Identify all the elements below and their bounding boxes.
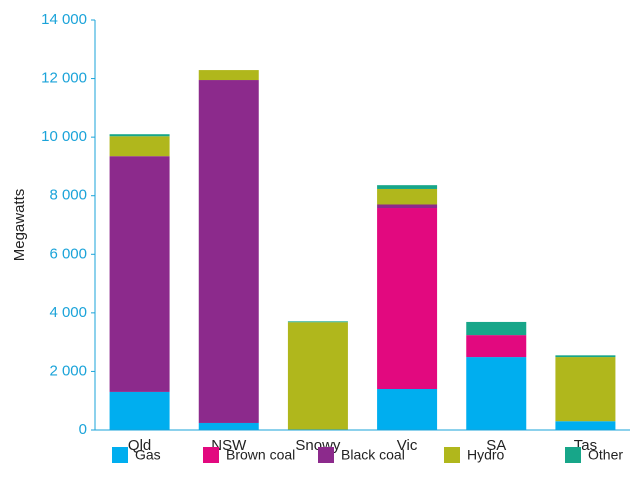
bar-segment bbox=[287, 322, 348, 430]
legend-swatch bbox=[112, 447, 128, 463]
x-tick-label: SA bbox=[486, 437, 506, 454]
y-tick-label: 0 bbox=[79, 421, 87, 438]
x-tick-label: Vic bbox=[397, 437, 418, 454]
y-tick-label: 6 000 bbox=[49, 245, 87, 262]
bar-segment bbox=[377, 185, 438, 189]
y-tick-label: 4 000 bbox=[49, 304, 87, 321]
bar-segment bbox=[555, 421, 616, 430]
bar-segment bbox=[377, 204, 438, 209]
bar-segment bbox=[466, 357, 527, 430]
bar-segment bbox=[377, 188, 438, 205]
x-tick-label: Qld bbox=[128, 437, 151, 454]
bar-segment bbox=[109, 156, 170, 392]
legend-swatch bbox=[444, 447, 460, 463]
y-tick-label: 2 000 bbox=[49, 362, 87, 379]
y-tick-label: 10 000 bbox=[41, 128, 87, 145]
bar-segment bbox=[287, 321, 348, 323]
y-tick-label: 12 000 bbox=[41, 70, 87, 87]
bar-segment bbox=[377, 208, 438, 389]
bar-segment bbox=[466, 335, 527, 358]
legend-label: Gas bbox=[135, 447, 161, 463]
legend-swatch bbox=[203, 447, 219, 463]
x-tick-label: NSW bbox=[211, 437, 247, 454]
bar-segment bbox=[198, 80, 259, 423]
legend-label: Black coal bbox=[341, 447, 405, 463]
legend-label: Other bbox=[588, 447, 623, 463]
bar-segment bbox=[466, 321, 527, 336]
y-tick-label: 8 000 bbox=[49, 187, 87, 204]
bar-segment bbox=[109, 134, 170, 137]
bar-segment bbox=[198, 70, 259, 81]
bar-segment bbox=[198, 422, 259, 430]
bar-segment bbox=[555, 355, 616, 358]
bar-segment bbox=[377, 389, 438, 430]
y-tick-label: 14 000 bbox=[41, 11, 87, 28]
legend-label: Hydro bbox=[467, 447, 505, 463]
bar-segment bbox=[109, 136, 170, 157]
legend-label: Brown coal bbox=[226, 447, 295, 463]
legend-swatch bbox=[565, 447, 581, 463]
y-axis-label: Megawatts bbox=[11, 189, 28, 262]
bar-segment bbox=[109, 391, 170, 430]
bar-segment bbox=[555, 357, 616, 422]
legend-swatch bbox=[318, 447, 334, 463]
